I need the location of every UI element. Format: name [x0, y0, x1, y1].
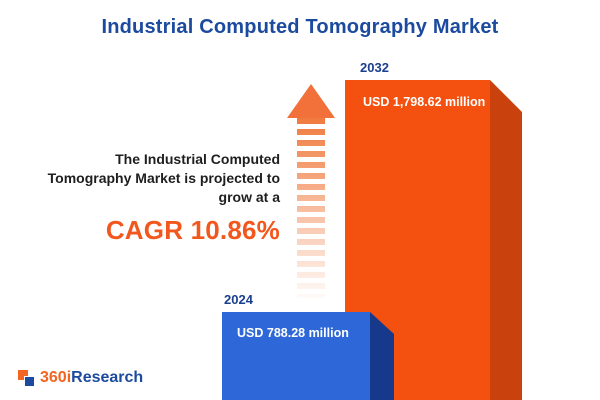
- year-label-2024: 2024: [224, 292, 253, 307]
- description-line-3: grow at a: [218, 188, 280, 205]
- description-line-1: The Industrial Computed: [115, 151, 280, 167]
- logo-text-360i: 360i: [40, 369, 72, 386]
- bar-value-2024: USD 788.28 million: [237, 326, 349, 340]
- arrow-dashed-body: [297, 118, 325, 298]
- logo-mark-icon: [18, 370, 34, 386]
- brand-logo: 360iResearch: [18, 369, 143, 387]
- description-line-2: Tomography Market is projected to: [47, 169, 280, 186]
- bar-value-2032: USD 1,798.62 million: [363, 95, 486, 109]
- page-title: Industrial Computed Tomography Market: [101, 16, 499, 38]
- growth-arrow: [287, 84, 335, 300]
- logo-square-blue: [24, 376, 34, 386]
- description-block: The Industrial Computed Tomography Marke…: [28, 150, 280, 246]
- logo-text-research: Research: [71, 369, 144, 386]
- logo-text: 360iResearch: [40, 369, 143, 387]
- bar-2024: [222, 312, 370, 400]
- cagr-value: CAGR 10.86%: [105, 214, 280, 245]
- logo-square-orange: [18, 370, 28, 380]
- year-label-2032: 2032: [360, 60, 389, 75]
- arrow-up-icon: [287, 84, 335, 118]
- bar-2032-side-face: [490, 80, 522, 400]
